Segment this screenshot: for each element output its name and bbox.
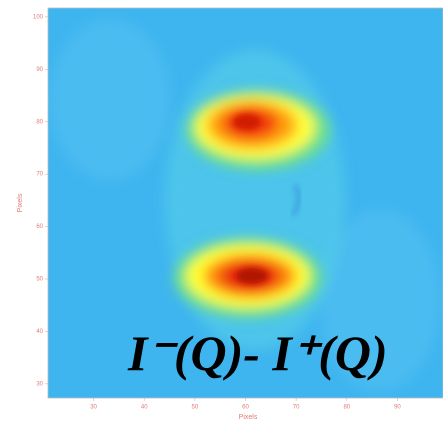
y-tick-label: 40: [36, 329, 43, 335]
y-tick-label: 60: [36, 224, 43, 230]
x-tick-label: 30: [90, 405, 97, 411]
y-tick-label: 90: [36, 67, 43, 73]
x-tick-label: 70: [293, 405, 300, 411]
y-tick-label: 50: [36, 277, 43, 283]
x-tick-label: 40: [141, 405, 148, 411]
y-axis-label: Pixels: [17, 193, 24, 212]
x-tick-label: 50: [192, 405, 199, 411]
y-tick-label: 70: [36, 172, 43, 178]
y-tick-label: 80: [36, 119, 43, 125]
x-tick-label: 80: [343, 405, 350, 411]
x-tick-label: 60: [242, 405, 249, 411]
heatmap: [48, 8, 443, 398]
annotation: I⁻(Q)- I⁺(Q): [127, 325, 388, 381]
x-tick-label: 90: [394, 405, 401, 411]
x-axis-label: Pixels: [239, 414, 258, 421]
y-tick-label: 100: [33, 14, 44, 20]
y-tick-label: 30: [36, 381, 43, 387]
